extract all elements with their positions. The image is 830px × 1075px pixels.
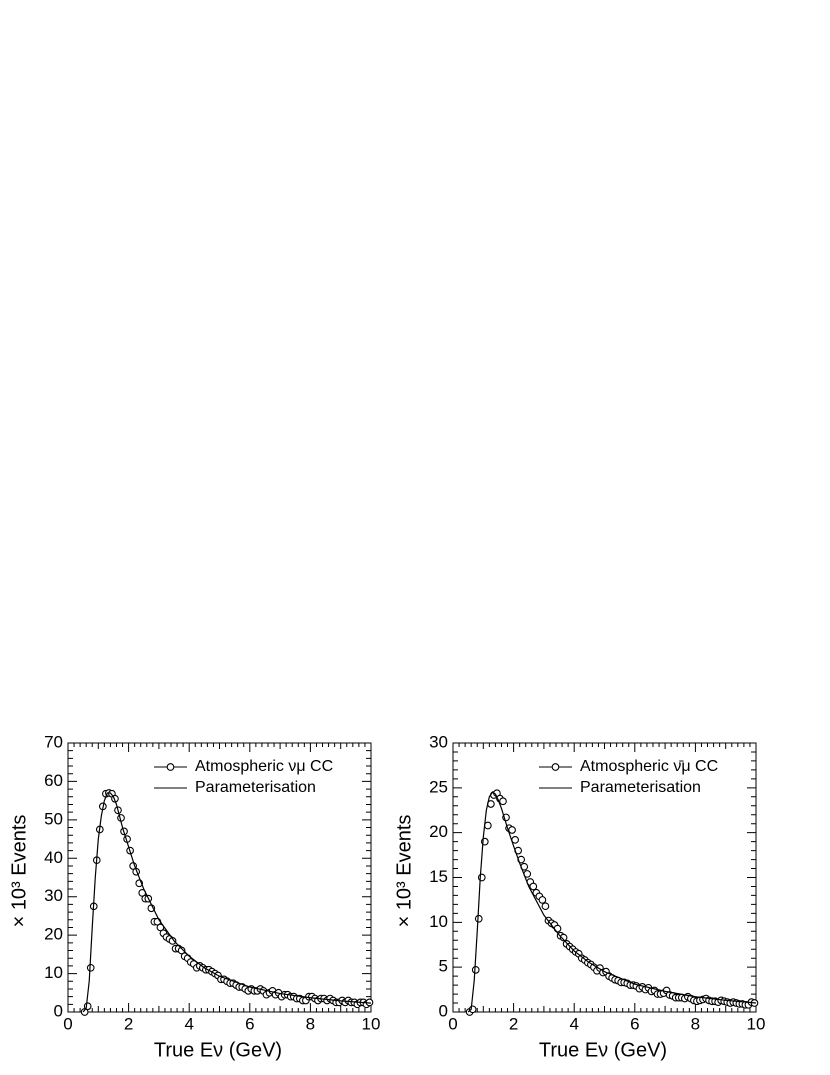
data-point [499,797,507,806]
y-tick-label: 0 [439,1001,448,1020]
x-tick-label: 8 [306,1014,315,1033]
y-tick-label: 50 [44,809,63,828]
data-point [80,1008,89,1016]
y-tick-label: 70 [44,732,63,751]
data-point [168,937,177,945]
chart: 0 2 4 6 8 10 0 10 20 30 40 50 60 70 True Eν (GeV) × 10³… [8,732,380,1061]
legend-marker [551,763,560,771]
data-point [559,933,568,942]
x-tick-label: 6 [245,1014,254,1033]
x-axis-title: True Eν (GeV) [154,1039,282,1061]
fit-line [467,791,757,1013]
legend-label: Parameterisation [580,779,701,796]
data-point [541,902,550,911]
y-tick-label: 10 [44,963,63,982]
legend-label: Parameterisation [195,779,316,796]
x-tick-label: 0 [63,1014,72,1033]
data-point [177,946,186,955]
x-tick-label: 10 [362,1014,381,1033]
x-tick-label: 6 [630,1014,639,1033]
x-tick-label: 8 [691,1014,700,1033]
y-axis-title: × 10³ Events [8,815,30,928]
y-tick-label: 30 [429,732,448,751]
data-point [529,882,538,891]
y-tick-label: 25 [429,777,448,796]
x-tick-label: 4 [569,1014,578,1033]
fit-line [82,792,372,1013]
data-point [508,826,516,834]
y-axis-title: × 10³ Events [393,815,415,928]
data-point [471,966,480,974]
data-point [474,914,483,923]
x-tick-label: 4 [184,1014,193,1033]
y-tick-label: 15 [429,867,448,886]
x-tick-label: 2 [509,1014,518,1033]
y-tick-label: 0 [54,1001,63,1020]
x-tick-label: 10 [747,1014,766,1033]
x-tick-label: 0 [448,1014,457,1033]
y-tick-label: 5 [439,957,448,976]
legend-label: Atmospheric νμ CC [195,758,333,775]
y-tick-label: 20 [429,822,448,841]
data-point [538,896,547,904]
data-point [483,821,492,830]
data-point [477,873,486,882]
data-point [86,963,95,972]
x-tick-label: 2 [124,1014,133,1033]
y-tick-label: 60 [44,771,63,790]
data-point [553,924,562,933]
chart: 0 2 4 6 8 10 0 5 10 15 20 25 30 True Eν (GeV) × 10³ Ev… [393,732,765,1061]
legend-marker [166,763,175,771]
x-axis-title: True Eν (GeV) [539,1039,667,1061]
y-tick-label: 10 [429,912,448,931]
legend-label: Atmospheric ν̄μ CC [580,758,718,775]
y-tick-label: 30 [44,886,63,905]
y-tick-label: 40 [44,848,63,867]
y-tick-label: 20 [44,925,63,944]
